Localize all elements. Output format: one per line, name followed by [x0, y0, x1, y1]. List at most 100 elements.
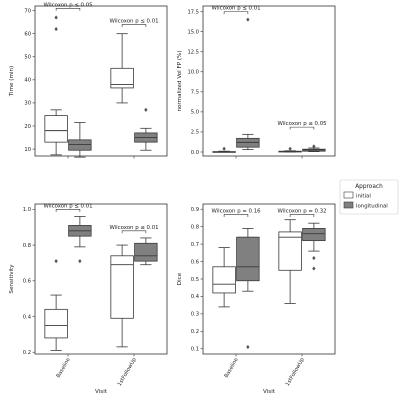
legend-swatch-longitudinal	[343, 201, 354, 209]
box-body	[236, 236, 260, 282]
y-axis-label: Sensitivity	[9, 264, 15, 294]
y-tick-label: 0.4	[191, 294, 200, 300]
x-tick-label: Baseline	[224, 357, 240, 379]
y-axis-label: normalized Vol FP (%)	[177, 50, 183, 111]
y-tick-label: 0.7	[191, 242, 199, 248]
y-tick-label: 0.6	[191, 259, 199, 265]
box-body	[278, 231, 302, 271]
x-tick-label: 1stFollowUp	[117, 356, 138, 387]
significance-annotation: Wilcoxon p = 0.32	[277, 208, 327, 217]
significance-annotation: Wilcoxon p ≤ 0.01	[109, 18, 159, 27]
box-body	[68, 139, 92, 151]
significance-bracket	[289, 126, 315, 130]
box-initial	[212, 247, 236, 308]
box-body	[110, 255, 134, 319]
legend-title: Approach	[355, 184, 383, 190]
box-longitudinal	[302, 144, 326, 152]
y-tick-label: 2.5	[191, 130, 199, 136]
significance-bracket	[121, 230, 147, 234]
significance-bracket	[223, 214, 249, 217]
axes-frame	[34, 5, 168, 157]
y-tick-label: 5.0	[191, 110, 199, 116]
box-initial	[44, 15, 68, 156]
significance-label: Wilcoxon p ≤ 0.05	[277, 121, 326, 127]
y-tick-label: 15.0	[187, 29, 199, 35]
box-longitudinal	[68, 122, 92, 158]
significance-annotation: Wilcoxon p ≤ 0.01	[109, 225, 159, 234]
axes-frame	[34, 203, 168, 355]
y-tick-label: 30	[24, 101, 31, 107]
y-tick-label: 10	[24, 147, 31, 153]
box-longitudinal	[236, 17, 260, 150]
y-tick-label: 20	[24, 124, 31, 130]
axes-frame	[202, 5, 336, 157]
y-tick-label: 0.4	[23, 314, 32, 320]
y-tick-label: 12.5	[187, 50, 199, 56]
box-initial	[278, 146, 302, 153]
significance-annotation: Wilcoxon p = 0.16	[211, 208, 261, 217]
box-initial	[44, 259, 68, 351]
y-axis-label: Dice	[177, 272, 183, 285]
significance-bracket	[121, 24, 147, 27]
flier-point	[54, 26, 58, 32]
legend: Approach initial longitudinal	[339, 179, 399, 215]
x-tick-label: 1stFollowUp	[285, 356, 306, 387]
box-body	[212, 266, 236, 294]
y-tick-label: 0.9	[191, 207, 199, 213]
y-tick-label: 10.0	[187, 70, 199, 76]
box-initial	[110, 244, 134, 348]
flier-point	[144, 107, 148, 112]
significance-annotation: Wilcoxon p ≤ 0.01	[43, 203, 93, 212]
box-body	[110, 67, 134, 89]
box-initial	[212, 146, 236, 153]
legend-swatch-initial	[343, 191, 354, 199]
significance-label: Wilcoxon p ≤ 0.01	[43, 203, 92, 209]
legend-label-initial: initial	[356, 194, 371, 200]
y-tick-label: 0.1	[191, 347, 199, 353]
x-axis-label: Visit	[263, 389, 276, 395]
y-tick-label: 40	[24, 78, 31, 84]
y-tick-label: 0.8	[191, 224, 199, 230]
flier-point	[222, 146, 226, 151]
significance-label: Wilcoxon p ≤ 0.05	[43, 2, 92, 8]
y-tick-label: 0.3	[191, 312, 199, 318]
significance-annotation: Wilcoxon p ≤ 0.05	[277, 121, 327, 130]
y-tick-label: 0.8	[23, 243, 31, 249]
box-longitudinal	[302, 222, 326, 271]
chart-panel-4: 0.1 0.2 0.3 0.4 0.5 0.6 0.7 0.8 0.9 Dice Baseline 1…	[177, 203, 336, 395]
y-axis-label: Time (min)	[9, 66, 15, 97]
box-initial	[110, 33, 134, 104]
significance-annotation: Wilcoxon p ≤ 0.05	[43, 2, 93, 11]
y-tick-label: 0.6	[23, 279, 31, 285]
y-tick-label: 50	[24, 55, 31, 61]
legend-frame	[339, 179, 399, 215]
box-longitudinal	[134, 107, 158, 151]
box-initial	[278, 219, 302, 304]
y-tick-label: 0.2	[191, 329, 199, 335]
flier-point	[312, 255, 316, 261]
legend-label-longitudinal: longitudinal	[356, 204, 388, 210]
box-longitudinal	[236, 228, 260, 350]
chart-panel-3: 0.2 0.4 0.6 0.8 1.0 Sensitivity Baseline 1stFol…	[9, 203, 168, 395]
box-longitudinal	[68, 216, 92, 264]
box-longitudinal	[134, 237, 158, 266]
significance-label: Wilcoxon p = 0.16	[211, 208, 261, 214]
significance-bracket	[55, 209, 81, 212]
y-tick-label: 17.5	[187, 9, 199, 15]
box-body	[302, 228, 326, 242]
significance-bracket	[223, 11, 249, 15]
chart-panel-2: 0.0 2.5 5.0 7.5 10.0 12.5 15.0 17.5 normalized V…	[177, 5, 336, 159]
significance-bracket	[55, 8, 81, 11]
flier-point	[54, 259, 58, 264]
flier-point	[246, 17, 250, 22]
significance-label: Wilcoxon p ≤ 0.01	[109, 225, 158, 231]
flier-point	[312, 144, 316, 149]
flier-point	[312, 266, 316, 271]
y-tick-label: 1.0	[23, 207, 31, 213]
significance-annotation: Wilcoxon p ≤ 0.01	[211, 6, 261, 15]
box-body	[44, 308, 68, 339]
flier-point	[54, 15, 58, 20]
y-tick-label: 70	[24, 8, 31, 14]
box-body	[44, 115, 68, 143]
